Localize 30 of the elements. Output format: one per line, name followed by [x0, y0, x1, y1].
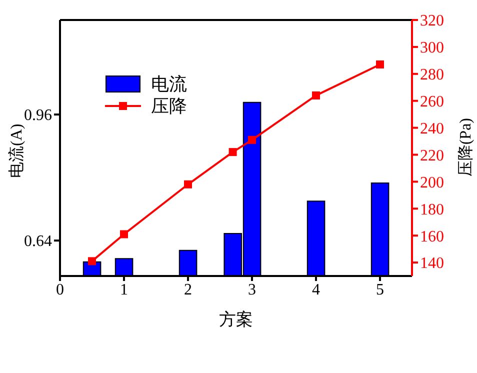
point	[88, 257, 96, 266]
x-tick-label: 0	[56, 281, 64, 298]
y2-tick-label: 220	[420, 147, 444, 164]
point	[312, 91, 320, 100]
point	[228, 148, 237, 156]
y2-tick-label: 200	[420, 174, 444, 192]
y2-tick-label: 260	[420, 94, 444, 111]
y2-tick-label: 180	[420, 201, 444, 218]
x-axis-title: 方案	[219, 310, 253, 329]
y2-tick-label: 300	[420, 40, 444, 57]
x-tick-label: 1	[120, 281, 128, 298]
point	[248, 136, 256, 144]
x-tick-label: 3	[248, 281, 256, 298]
y-axis-title: 电流(A)	[8, 124, 26, 178]
y2-tick-label: 160	[420, 228, 444, 246]
y-tick-label: 0.96	[24, 107, 52, 124]
y2-tick-label: 280	[420, 66, 444, 84]
x-tick-label: 5	[376, 281, 384, 298]
y2-axis-title: 压降(Pa)	[458, 118, 475, 177]
legend-label: 压降	[151, 95, 187, 118]
y2-tick-label: 240	[420, 120, 444, 138]
point	[376, 60, 384, 68]
point	[184, 180, 192, 188]
y2-tick-label: 320	[420, 12, 444, 30]
point	[120, 230, 128, 238]
legend-label: 电流	[151, 73, 187, 96]
x-tick-label: 2	[184, 281, 192, 298]
x-tick-label: 4	[312, 281, 320, 298]
y-tick-label: 0.64	[24, 233, 52, 250]
y2-tick-label: 140	[420, 255, 444, 272]
